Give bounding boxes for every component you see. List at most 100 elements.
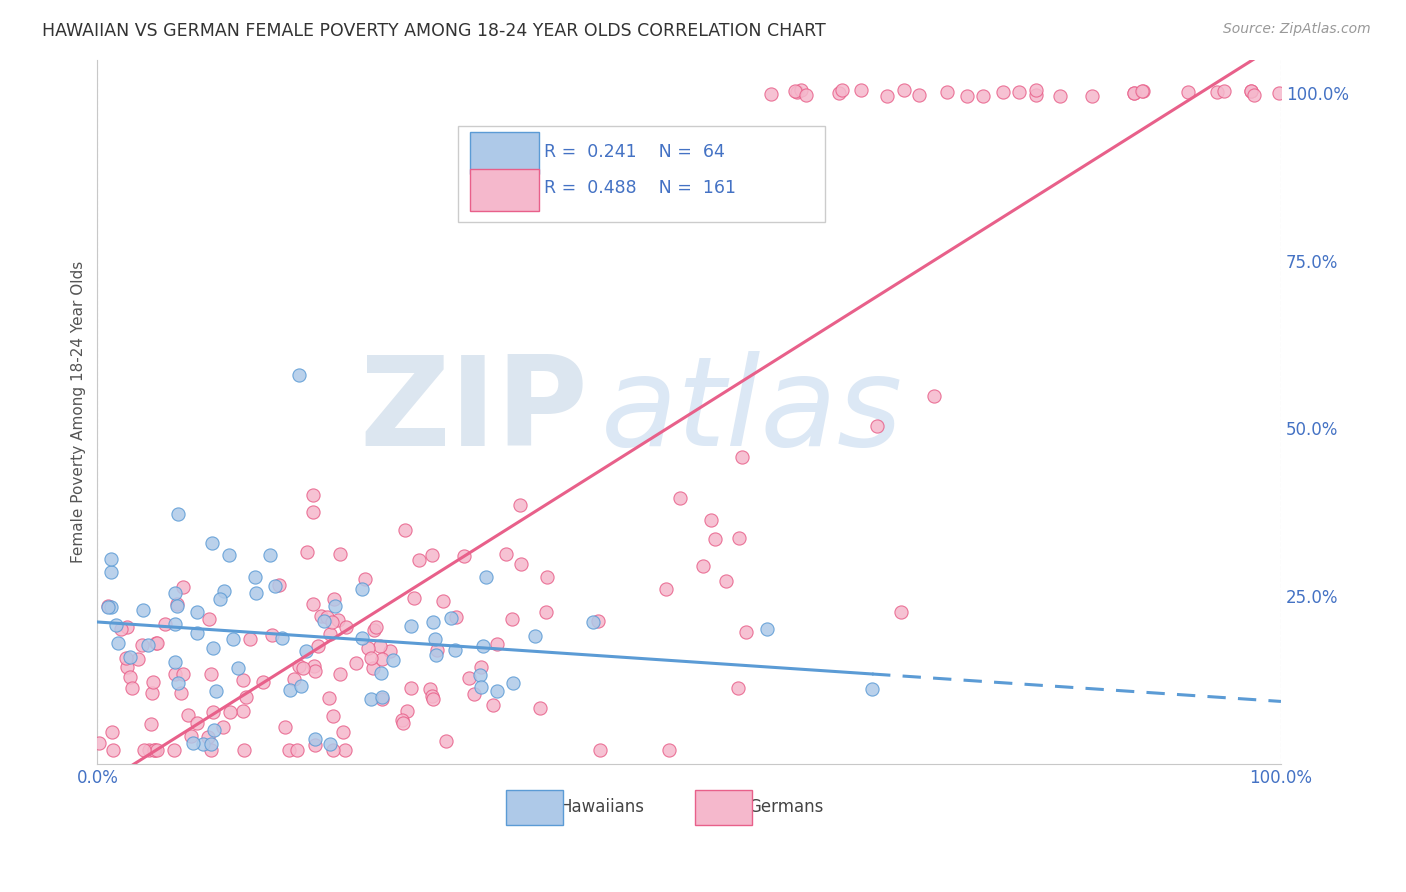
Point [408,553,430,567]
Point [202,723,225,737]
Point [1025,83,1047,97]
Point [200,666,222,681]
Point [121,681,143,695]
Point [1049,89,1071,103]
Point [304,732,326,747]
Point [302,597,325,611]
Point [166,507,188,521]
Point [536,570,558,584]
Point [166,599,188,613]
Point [936,85,959,99]
Point [143,743,166,757]
Point [1081,89,1104,103]
Point [333,743,356,757]
Point [391,713,413,727]
Point [357,640,380,655]
Point [470,681,492,695]
Point [145,743,167,757]
Point [186,605,208,619]
Point [197,731,219,745]
Point [363,623,385,637]
Point [221,632,243,646]
Point [1008,85,1031,99]
Point [127,652,149,666]
Point [245,586,267,600]
Point [314,614,336,628]
FancyBboxPatch shape [470,169,538,211]
Point [350,582,373,596]
Point [380,644,402,658]
Point [1205,85,1227,99]
Point [170,686,193,700]
Point [794,88,817,103]
Point [322,743,344,757]
Point [790,83,813,97]
Point [1132,83,1154,97]
Text: R =  0.241    N =  64: R = 0.241 N = 64 [544,143,724,161]
Point [589,743,612,757]
Point [278,683,301,698]
Point [97,599,120,614]
Point [440,611,463,625]
Point [956,89,979,103]
Point [172,580,194,594]
Point [212,583,235,598]
Point [155,617,177,632]
Point [288,658,311,673]
Text: ZIP: ZIP [360,351,589,472]
Point [131,638,153,652]
Text: R =  0.488    N =  161: R = 0.488 N = 161 [544,179,735,197]
Point [890,605,912,619]
Point [226,661,249,675]
Point [115,620,138,634]
Point [319,626,342,640]
Point [200,743,222,757]
Point [232,704,254,718]
Point [319,737,342,751]
Point [287,368,309,382]
Point [468,668,491,682]
Text: atlas: atlas [600,351,903,472]
Point [309,608,332,623]
Point [582,615,605,629]
Point [329,666,352,681]
Point [100,600,122,615]
Point [100,551,122,566]
Point [444,642,467,657]
Point [259,548,281,562]
Point [482,698,505,712]
Point [586,614,609,628]
Point [191,737,214,751]
Point [786,85,808,99]
Point [202,705,225,719]
Point [486,637,509,651]
Point [876,89,898,103]
Point [321,615,343,629]
Point [201,535,224,549]
Point [420,689,443,703]
Point [318,690,340,705]
Point [422,615,444,629]
Point [486,684,509,698]
FancyBboxPatch shape [695,789,752,825]
Point [731,450,754,464]
Point [290,679,312,693]
Point [326,613,349,627]
Point [1177,85,1199,99]
Point [866,418,889,433]
Point [993,85,1015,99]
Point [97,599,120,613]
Point [422,548,444,562]
Point [271,631,294,645]
Point [1123,86,1146,100]
Point [233,743,256,757]
Point [304,738,326,752]
Point [692,558,714,573]
Point [163,585,186,599]
FancyBboxPatch shape [470,132,538,174]
Point [141,686,163,700]
Point [534,605,557,619]
Point [141,717,163,731]
Point [180,729,202,743]
Point [502,676,524,690]
